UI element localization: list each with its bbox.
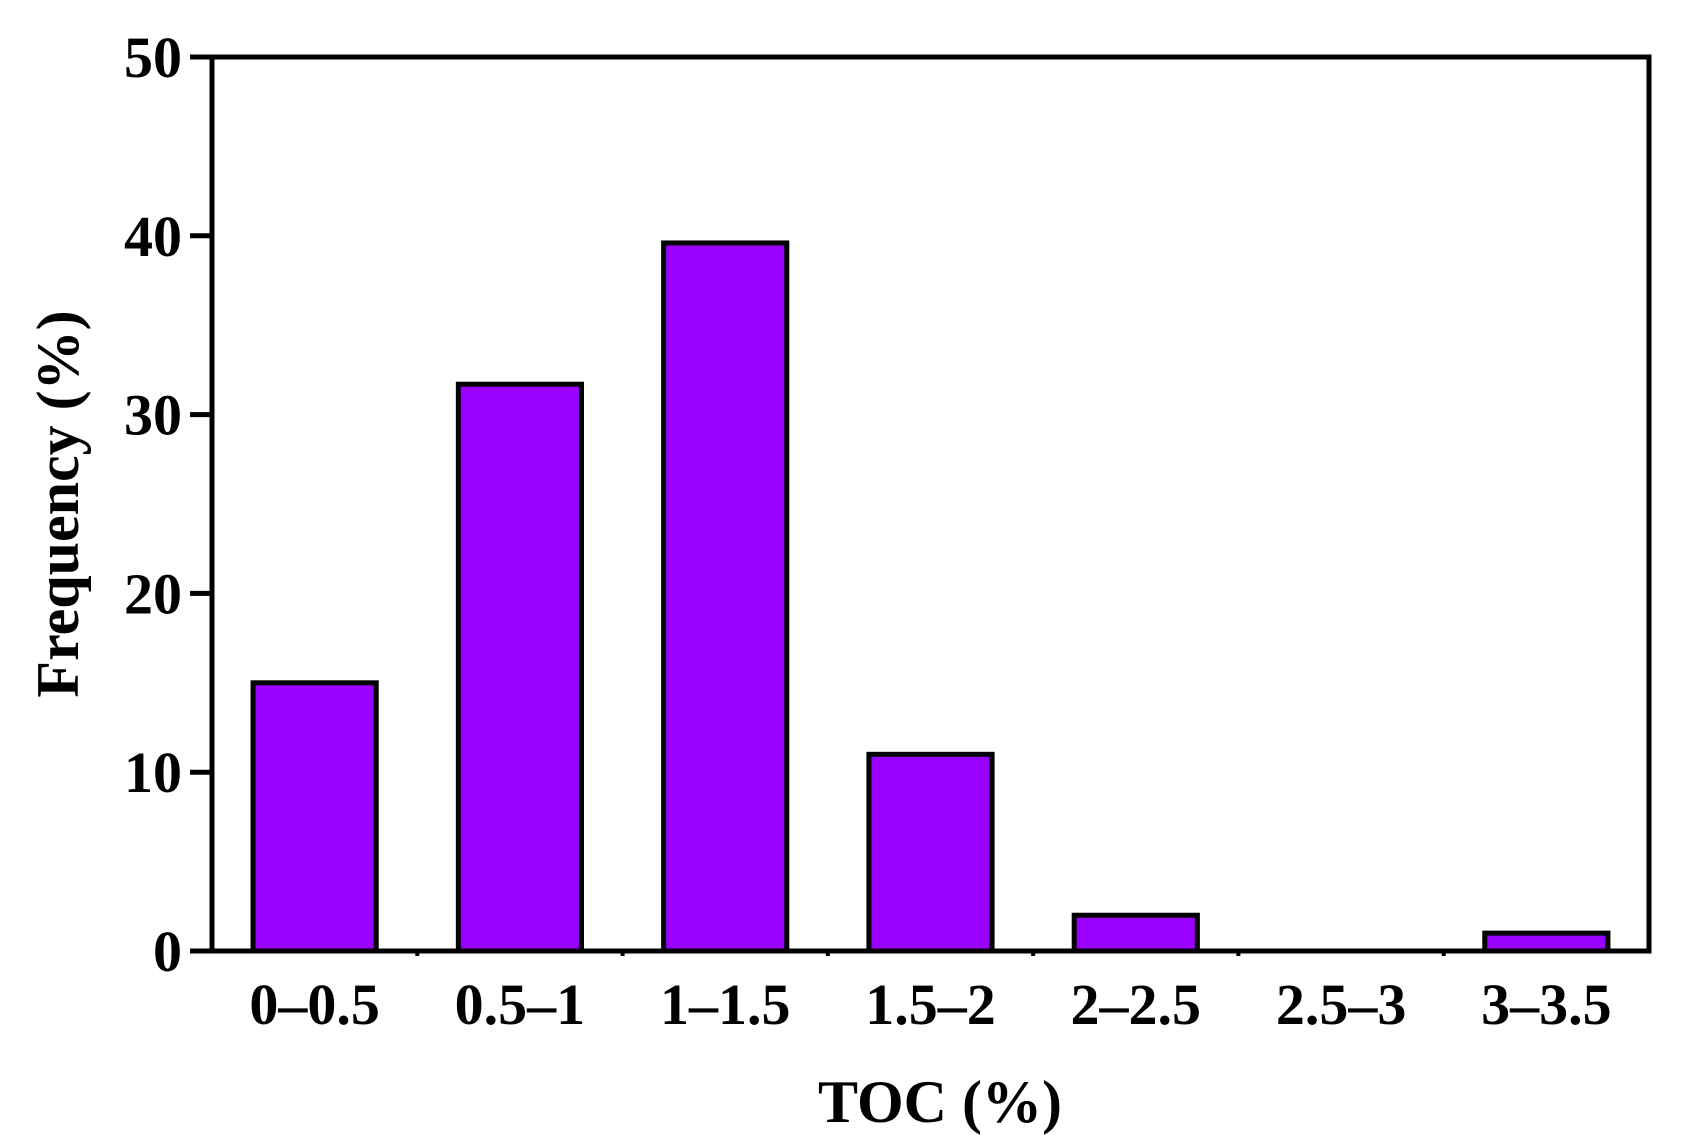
y-tick-label: 20 [124,561,182,626]
x-tick-label: 1.5–2 [865,972,996,1037]
y-axis: 0 10 20 30 40 50 [124,25,212,984]
x-tick-label: 1–1.5 [660,972,791,1037]
y-axis-title: Frequency (%) [25,310,91,697]
y-tick-label: 10 [124,740,182,805]
bar-2–2.5 [1071,912,1200,954]
plot-frame [209,54,1652,954]
bar-3–3.5 [1482,930,1611,954]
x-tick-label: 0.5–1 [455,972,586,1037]
x-axis-title: TOC (%) [818,1069,1062,1135]
x-tick-label: 0–0.5 [249,972,380,1037]
y-tick-label: 30 [124,383,182,448]
bar-0–0.5 [250,680,379,954]
x-tick-label: 3–3.5 [1481,972,1612,1037]
y-tick-label: 0 [153,919,182,984]
x-tick-label: 2.5–3 [1276,972,1407,1037]
bars-layer [250,240,1611,954]
x-tick-label: 2–2.5 [1071,972,1202,1037]
y-tick-label: 50 [124,25,182,90]
bar-1–1.5 [661,240,790,954]
y-tick-label: 40 [124,204,182,269]
x-axis: 0–0.5 0.5–1 1–1.5 1.5–2 2–2.5 2.5–3 3–3.5 [249,951,1612,1037]
bar-0.5–1 [455,381,585,954]
bar-1.5–2 [866,751,995,954]
